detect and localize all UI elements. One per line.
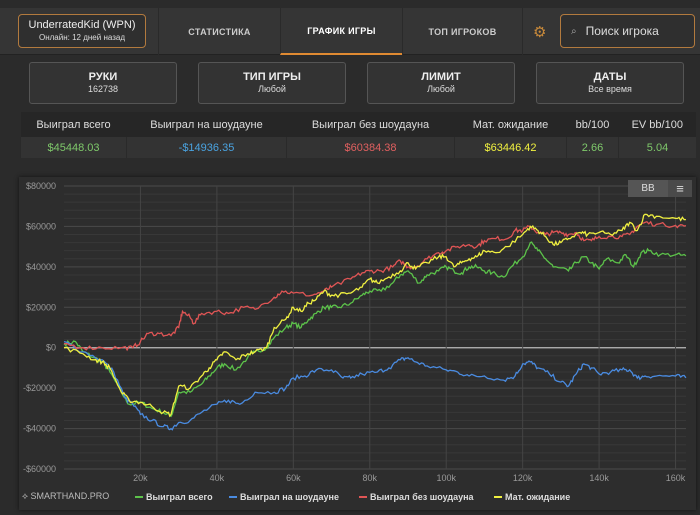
user-badge[interactable]: UnderratedKid (WPN) Онлайн: 12 дней наза… — [18, 14, 146, 48]
value-cell: 5.04 — [618, 137, 696, 158]
summary-table: Выиграл всего Выиграл на шоудауне Выигра… — [20, 112, 696, 158]
col-header: bb/100 — [566, 112, 619, 137]
col-header: Выиграл всего — [20, 112, 127, 137]
col-header: Мат. ожидание — [454, 112, 567, 137]
legend-label: Выиграл всего — [146, 492, 213, 502]
series-line-2 — [64, 220, 687, 352]
x-tick-label: 100k — [436, 473, 456, 483]
legend-non-showdown[interactable]: Выиграл без шоудауна — [359, 492, 474, 502]
filter-game-type[interactable]: ТИП ИГРЫ Любой — [198, 62, 346, 104]
filter-title: РУКИ — [88, 71, 118, 83]
legend-label: Выиграл на шоудауне — [240, 492, 339, 502]
search-placeholder: Поиск игрока — [585, 24, 659, 38]
filter-value: Все время — [588, 84, 632, 94]
search-icon: ⌕ — [571, 25, 577, 37]
legend-ev[interactable]: Мат. ожидание — [494, 492, 570, 502]
filter-value: Любой — [258, 84, 286, 94]
y-tick-label: -$40000 — [23, 424, 56, 434]
x-tick-label: 140k — [589, 473, 609, 483]
bb-toggle-button[interactable]: BB — [641, 183, 655, 194]
col-header: EV bb/100 — [618, 112, 696, 137]
tab-top-players[interactable]: ТОП ИГРОКОВ — [402, 8, 522, 55]
chart-controls: BB ≡ — [628, 180, 692, 197]
legend-showdown[interactable]: Выиграл на шоудауне — [229, 492, 339, 502]
value-cell: $60384.38 — [286, 137, 455, 158]
filter-value: 162738 — [87, 84, 119, 94]
y-tick-label: -$20000 — [23, 383, 56, 393]
username: UnderratedKid (WPN) — [28, 19, 136, 31]
y-tick-label: $0 — [46, 343, 56, 353]
col-header: Выиграл на шоудауне — [126, 112, 287, 137]
gear-icon[interactable]: ⚙ — [533, 24, 547, 41]
filter-value: Любой — [427, 84, 455, 94]
x-tick-label: 20k — [133, 473, 148, 483]
x-tick-label: 60k — [286, 473, 301, 483]
legend-label: Выиграл без шоудауна — [370, 492, 474, 502]
filter-dates[interactable]: ДАТЫ Все время — [536, 62, 684, 104]
value-cell: 2.66 — [566, 137, 619, 158]
tab-game-graph[interactable]: ГРАФИК ИГРЫ — [280, 8, 402, 55]
filter-hands[interactable]: РУКИ 162738 — [29, 62, 177, 104]
x-tick-label: 80k — [363, 473, 378, 483]
menu-icon[interactable]: ≡ — [668, 180, 692, 197]
brand-logo: ⟡ SMARTHAND.PRO — [22, 491, 110, 501]
series-line-3 — [63, 213, 686, 418]
brand-text: SMARTHAND.PRO — [30, 491, 110, 501]
legend-label: Мат. ожидание — [505, 492, 571, 502]
y-tick-label: $60000 — [26, 221, 56, 231]
filter-title: ЛИМИТ — [421, 71, 461, 83]
x-tick-label: 120k — [513, 473, 533, 483]
online-status: Онлайн: 12 дней назад — [39, 33, 125, 42]
legend-total[interactable]: Выиграл всего — [135, 492, 213, 502]
y-tick-label: $40000 — [26, 262, 56, 272]
tab-statistics[interactable]: СТАТИСТИКА — [158, 8, 280, 55]
value-cell: $45448.03 — [20, 137, 127, 158]
filter-title: ТИП ИГРЫ — [243, 71, 301, 83]
y-tick-label: -$60000 — [23, 464, 56, 474]
search-input[interactable]: ⌕ Поиск игрока — [560, 14, 695, 48]
value-cell: $63446.42 — [454, 137, 567, 158]
top-bar: UnderratedKid (WPN) Онлайн: 12 дней наза… — [0, 8, 700, 55]
col-header: Выиграл без шоудауна — [286, 112, 455, 137]
series-line-0 — [63, 241, 687, 418]
filter-title: ДАТЫ — [593, 71, 627, 83]
y-tick-label: $20000 — [26, 302, 56, 312]
series-line-1 — [63, 340, 687, 431]
value-cell: -$14936.35 — [126, 137, 287, 158]
x-tick-label: 160k — [666, 473, 686, 483]
filter-limit[interactable]: ЛИМИТ Любой — [367, 62, 515, 104]
x-tick-label: 40k — [210, 473, 225, 483]
y-tick-label: $80000 — [26, 181, 56, 191]
